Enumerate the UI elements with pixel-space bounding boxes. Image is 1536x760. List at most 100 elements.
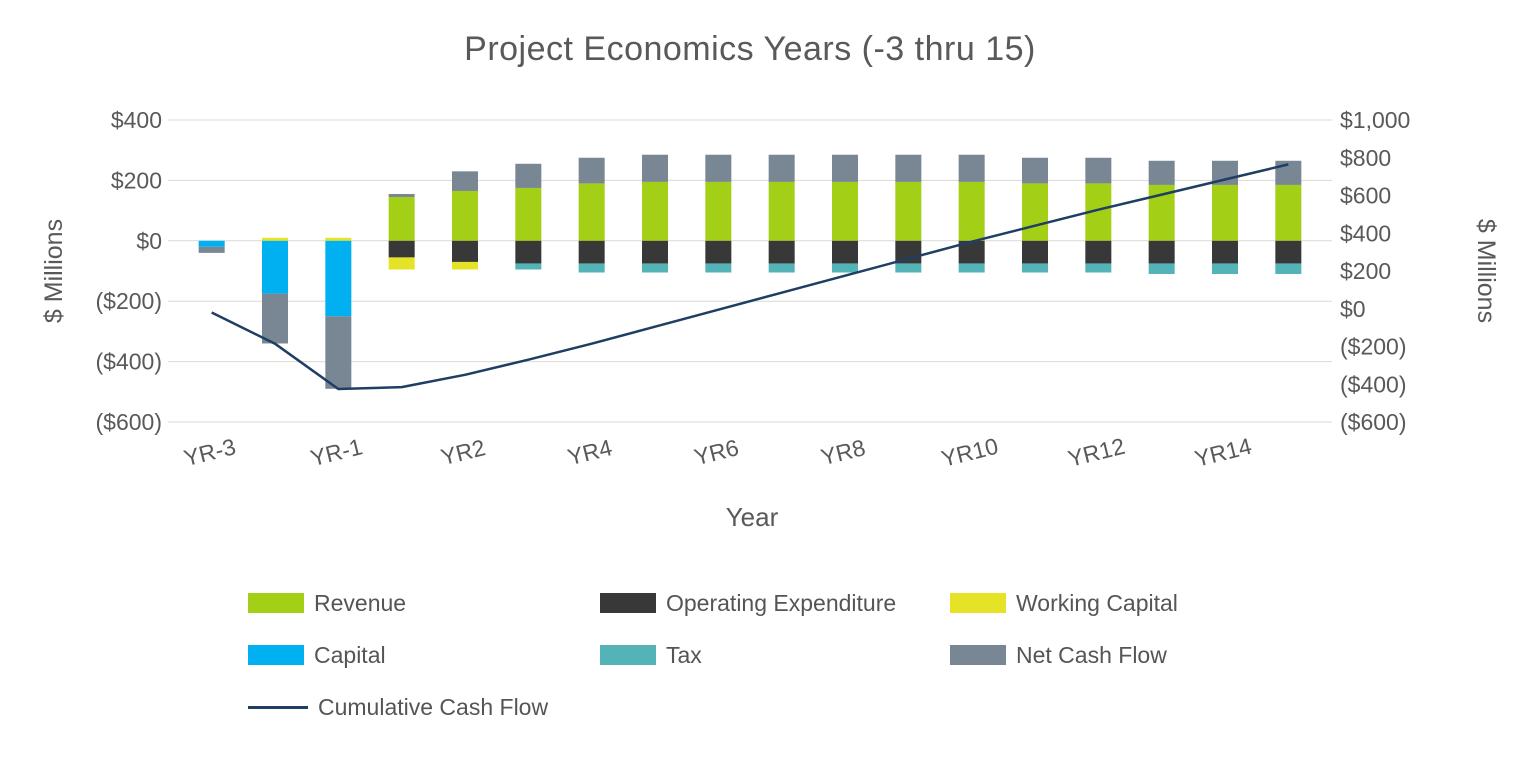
legend-item-working-capital: Working Capital <box>950 588 1370 618</box>
y-axis-left-tick: $0 <box>136 228 162 254</box>
bar-segment <box>958 263 985 273</box>
bar-segment <box>642 263 668 273</box>
bar-segment <box>262 240 288 294</box>
x-axis-tick: YR12 <box>1065 433 1127 472</box>
x-axis-tick: YR-1 <box>308 433 365 471</box>
bar-segment <box>578 183 605 241</box>
bar-segment <box>452 171 478 191</box>
bar-segment <box>832 154 858 182</box>
bar-segment <box>515 187 542 241</box>
bar-segment <box>832 263 858 273</box>
x-axis-tick: YR10 <box>939 433 1001 472</box>
y-axis-left-tick: $400 <box>111 107 162 133</box>
bar-segment <box>768 263 795 273</box>
y-axis-right-tick: ($400) <box>1340 371 1406 397</box>
bar-segment <box>325 237 352 241</box>
x-axis-tick: YR8 <box>818 434 868 470</box>
bar-segment <box>388 257 415 270</box>
bar-segment <box>515 240 542 264</box>
bar-segment <box>325 316 352 389</box>
bar-segment <box>958 154 985 182</box>
bar-segment <box>1275 160 1302 185</box>
chart-svg: $400$200$0($200)($400)($600) $1,000$800$… <box>40 107 1500 532</box>
bar-segment <box>515 163 542 188</box>
bar-segment <box>578 240 605 264</box>
bar-segment <box>895 181 922 241</box>
legend-item-operating-expenditure: Operating Expenditure <box>600 588 950 618</box>
y-axis-left-tick: ($600) <box>96 409 162 435</box>
x-ticks: YR-3 YR-1 YR2 YR4 YR6 YR8 YR10 YR12 YR14 <box>181 433 1254 472</box>
bar-segment <box>578 263 605 273</box>
legend-item-capital: Capital <box>248 640 600 670</box>
y-axis-right-tick: ($600) <box>1340 409 1406 435</box>
bar-segment <box>768 154 795 182</box>
x-axis-tick: YR4 <box>565 434 615 470</box>
bar-segment <box>578 157 605 184</box>
x-axis-tick: YR6 <box>692 434 742 470</box>
bar-segment <box>388 240 415 258</box>
legend-label: Operating Expenditure <box>666 590 897 616</box>
legend-label: Capital <box>314 642 386 668</box>
legend-item-tax: Tax <box>600 640 950 670</box>
bar-segment <box>1022 240 1048 264</box>
bar-segment <box>262 237 288 241</box>
legend-item-cumulative-cash-flow: Cumulative Cash Flow <box>248 692 600 722</box>
bar-segment <box>705 263 732 273</box>
bar-segment <box>198 246 225 253</box>
bar-segment <box>705 181 732 241</box>
bar-segment <box>452 240 478 262</box>
y-right-ticks: $1,000 $800 $600 $400 $200 $0 ($200) ($400) ($60… <box>1340 107 1410 435</box>
bar-segment <box>705 154 732 182</box>
bar-segment <box>388 197 415 241</box>
bar-segment <box>642 181 668 241</box>
y-axis-left-tick: ($400) <box>96 349 162 375</box>
cumulative-line-group <box>211 163 1289 391</box>
y-axis-right-tick: $1,000 <box>1340 107 1410 133</box>
bar-segment <box>1148 263 1175 275</box>
bar-segment <box>1148 160 1175 185</box>
legend: Revenue Operating Expenditure Working Capi… <box>248 588 1370 722</box>
bar-segment <box>388 193 415 198</box>
bar-segment <box>1275 263 1302 275</box>
bar-segment <box>1022 157 1048 184</box>
bar-segment <box>958 181 985 241</box>
bar-segment <box>705 240 732 264</box>
y-axis-right-tick: $400 <box>1340 220 1391 246</box>
bar-segment <box>832 240 858 264</box>
bars <box>198 154 1302 389</box>
bar-segment <box>1212 184 1238 241</box>
bar-segment <box>1022 183 1048 241</box>
bar-segment <box>1275 184 1302 241</box>
bar-segment <box>1212 263 1238 275</box>
y-left-ticks: $400 $200 $0 ($200) ($400) ($600) <box>96 107 162 435</box>
y-axis-right-tick: $0 <box>1340 296 1366 322</box>
bar-segment <box>198 240 225 247</box>
y-axis-right-tick: $600 <box>1340 183 1391 209</box>
bar-segment <box>895 154 922 182</box>
legend-label: Net Cash Flow <box>1016 642 1167 668</box>
bar-segment <box>895 263 922 273</box>
legend-label: Tax <box>666 642 702 668</box>
y-axis-right-title: $ Millions <box>1472 219 1500 323</box>
bar-segment <box>515 263 542 270</box>
y-axis-left-tick: ($200) <box>96 288 162 314</box>
legend-item-revenue: Revenue <box>248 588 600 618</box>
legend-swatch <box>248 593 304 613</box>
bar-segment <box>452 190 478 241</box>
bar-segment <box>1212 240 1238 264</box>
legend-label: Revenue <box>314 590 407 616</box>
legend-swatch <box>248 645 304 665</box>
y-axis-left-title: $ Millions <box>40 219 68 323</box>
bar-segment <box>1085 263 1112 273</box>
x-axis-tick: YR14 <box>1192 433 1254 472</box>
y-axis-left-tick: $200 <box>111 167 162 193</box>
bar-segment <box>1085 157 1112 184</box>
x-axis-title: Year <box>726 502 779 532</box>
bar-segment <box>452 261 478 270</box>
cumulative-line <box>211 163 1289 391</box>
legend-swatch <box>600 645 656 665</box>
bar-segment <box>325 240 352 317</box>
bar-segment <box>1085 240 1112 264</box>
chart-title: Project Economics Years (-3 thru 15) <box>464 30 1036 68</box>
